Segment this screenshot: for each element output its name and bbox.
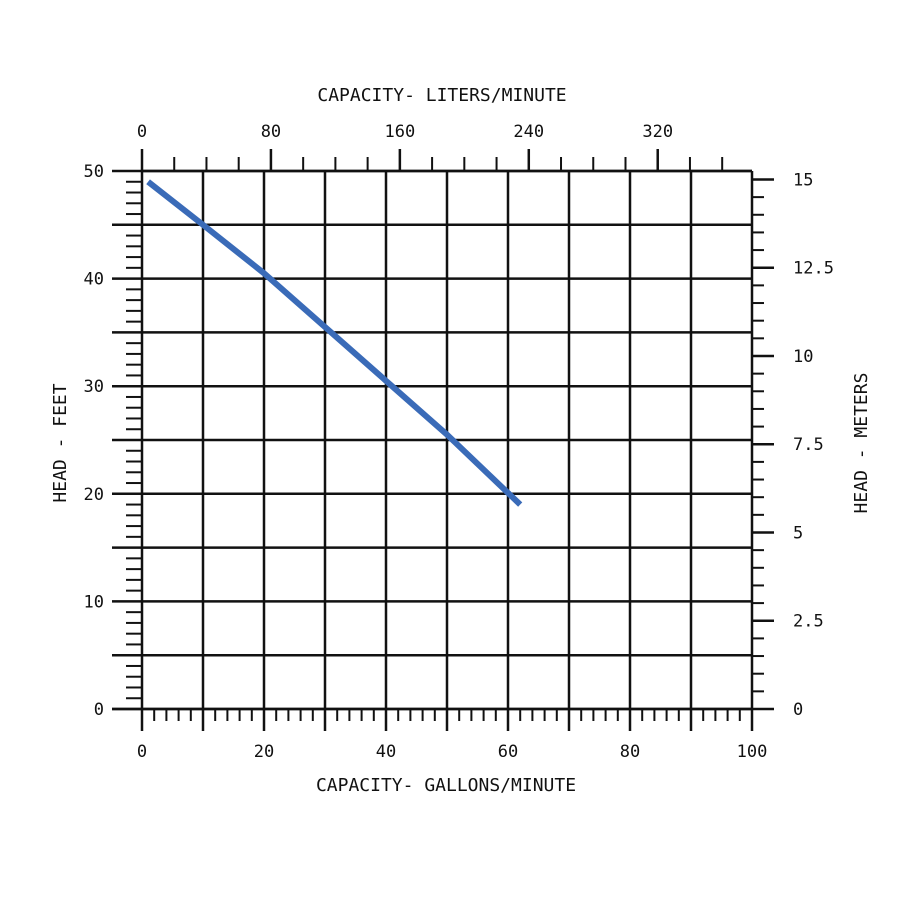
x2-tick-label: 80	[261, 122, 281, 142]
y-tick-label: 10	[84, 592, 104, 612]
y2-tick-label: 10	[793, 347, 813, 367]
x2-tick-label: 320	[642, 122, 673, 142]
x-tick-label: 80	[620, 742, 640, 762]
y2-tick-label: 2.5	[793, 612, 824, 632]
y-tick-label: 20	[84, 485, 104, 505]
x-tick-label: 20	[254, 742, 274, 762]
y2-tick-label: 5	[793, 523, 803, 543]
y-axis-title: HEAD - FEET	[50, 383, 71, 502]
y2-tick-label: 0	[793, 700, 803, 720]
y-tick-label: 50	[84, 162, 104, 182]
x2-tick-label: 0	[137, 122, 147, 142]
x-tick-label: 100	[737, 742, 768, 762]
y2-axis-title: HEAD - METERS	[851, 373, 872, 514]
x-tick-label: 60	[498, 742, 518, 762]
y-tick-label: 30	[84, 377, 104, 397]
x-tick-label: 0	[137, 742, 147, 762]
y-tick-label: 40	[84, 270, 104, 290]
series-group	[146, 179, 523, 507]
y2-tick-label: 15	[793, 170, 813, 190]
y2-tick-label: 12.5	[793, 259, 834, 279]
y2-tick-label: 7.5	[793, 435, 824, 455]
x-axis-title: CAPACITY- GALLONS/MINUTE	[316, 775, 576, 796]
performance-curve	[146, 179, 523, 507]
x2-tick-label: 240	[513, 122, 544, 142]
tick-labels: 0 20 40 60 80 100 0 10 20 30 40 50 0 80 160 240 320 0 2.5 5…	[84, 122, 834, 762]
x-tick-label: 40	[376, 742, 396, 762]
axis-ticks	[112, 149, 774, 731]
x2-tick-label: 160	[385, 122, 416, 142]
x2-axis-title: CAPACITY- LITERS/MINUTE	[317, 85, 566, 106]
y-tick-label: 0	[94, 700, 104, 720]
